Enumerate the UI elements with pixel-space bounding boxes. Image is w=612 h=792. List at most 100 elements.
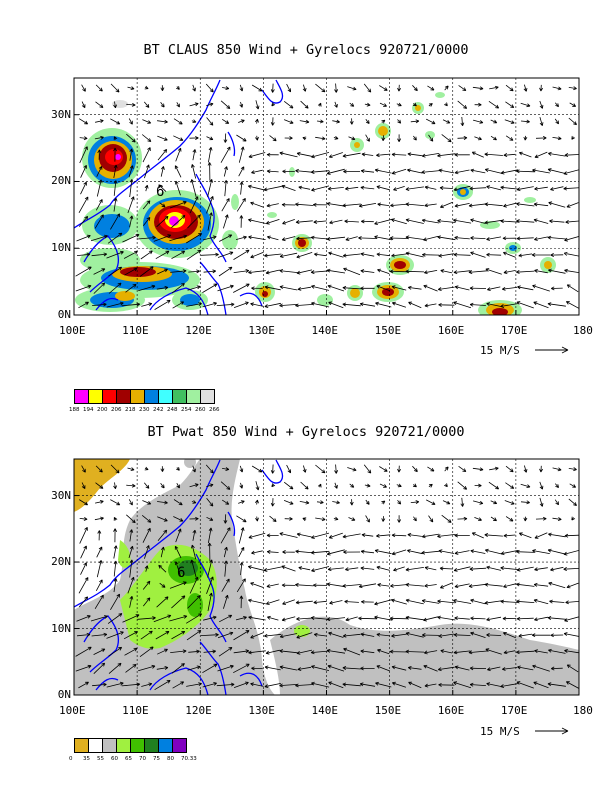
x-tick-label: 120E	[185, 704, 212, 717]
wind-arrow	[374, 235, 393, 241]
wind-arrow	[342, 152, 361, 158]
wind-arrow	[334, 83, 339, 93]
wind-arrow	[247, 565, 266, 572]
colorbar-swatch	[200, 389, 215, 404]
wind-arrow	[342, 302, 361, 307]
wind-arrow	[413, 516, 417, 522]
wind-arrow	[265, 649, 280, 655]
wind-arrow	[317, 102, 322, 107]
wind-arrow	[192, 149, 197, 161]
wind-arrow	[265, 219, 280, 225]
wind-arrow	[516, 549, 535, 554]
wind-arrow	[444, 102, 448, 107]
wind-arrow	[405, 251, 424, 258]
wind-arrow	[437, 153, 456, 158]
wind-arrow	[239, 181, 244, 195]
wind-arrow	[550, 253, 564, 257]
wind-arrow	[171, 283, 185, 294]
wind-arrow	[500, 683, 519, 688]
wind-arrow	[391, 533, 407, 538]
wind-arrow	[156, 596, 169, 608]
wind-arrow	[279, 151, 298, 158]
wind-arrow	[113, 180, 118, 196]
y-tick-label: 0N	[57, 688, 71, 701]
wind-vectors	[75, 83, 579, 310]
wind-arrow	[271, 483, 276, 488]
wind-arrow	[110, 593, 120, 611]
wind-arrow	[238, 146, 245, 163]
wind-arrow	[563, 251, 579, 257]
wind-arrow	[392, 301, 407, 308]
wind-arrow	[342, 253, 361, 258]
wind-arrow	[503, 650, 516, 655]
wind-arrow	[208, 146, 213, 163]
wind-arrow	[203, 615, 217, 621]
wind-arrow	[239, 215, 244, 228]
wind-arrow	[95, 465, 103, 473]
wind-arrow	[389, 616, 409, 621]
wind-arrow	[439, 566, 453, 571]
wind-arrow	[568, 467, 577, 472]
wind-arrow	[503, 632, 516, 639]
wind-arrow	[342, 682, 361, 687]
wind-arrow	[441, 514, 452, 523]
wind-arrow	[539, 481, 544, 490]
wind-arrow	[250, 302, 264, 307]
wind-arrow	[302, 136, 307, 141]
wind-arrow	[142, 119, 152, 124]
wind-arrow	[423, 270, 438, 275]
wind-arrow	[281, 184, 296, 191]
wind-arrow	[391, 152, 407, 157]
wind-arrow	[517, 285, 534, 291]
wind-arrow	[520, 119, 530, 124]
wind-arrow	[547, 168, 566, 174]
wind-arrow	[454, 616, 470, 621]
wind-arrow	[217, 251, 234, 258]
wind-arrow	[139, 266, 154, 277]
wind-arrow	[311, 301, 330, 308]
wind-arrow	[500, 303, 519, 308]
x-tick-label: 140E	[311, 704, 339, 717]
wind-arrow	[233, 283, 250, 293]
wind-arrow	[470, 168, 486, 174]
wind-vectors	[75, 464, 579, 691]
wind-arrow	[233, 269, 250, 273]
wind-arrow	[220, 527, 231, 544]
wind-arrow	[283, 481, 294, 490]
wind-arrow	[569, 102, 577, 107]
wind-arrow	[264, 302, 281, 308]
wind-arrow	[454, 235, 470, 240]
wind-arrow	[501, 667, 518, 671]
x-tick-label: 170E	[500, 324, 528, 337]
wind-arrow	[533, 301, 549, 309]
wind-arrow	[564, 268, 579, 274]
wind-arrow	[298, 185, 311, 190]
wind-arrow	[202, 301, 217, 308]
wind-arrow	[255, 100, 260, 110]
wind-arrow	[81, 84, 86, 92]
wind-arrow	[424, 303, 437, 308]
wind-arrow	[223, 214, 229, 229]
colorbar-label: 260	[195, 407, 206, 413]
wind-arrow	[360, 169, 375, 174]
wind-arrow	[282, 219, 295, 225]
wind-arrow	[534, 567, 548, 572]
wind-arrow	[365, 499, 370, 505]
wind-arrow	[302, 517, 307, 522]
wind-arrow	[188, 269, 200, 274]
wind-arrow	[251, 550, 263, 555]
wind-arrow	[313, 202, 328, 207]
wind-arrow	[363, 464, 372, 474]
wind-arrow	[191, 164, 197, 179]
wind-arrow	[503, 153, 516, 157]
wind-arrow	[141, 134, 152, 142]
wind-arrow	[516, 650, 535, 655]
wind-arrow	[248, 650, 266, 655]
wind-arrow	[359, 682, 376, 687]
wind-arrow	[108, 646, 123, 657]
wind-arrow	[469, 302, 486, 307]
wind-arrow	[126, 483, 136, 488]
wind-arrow	[97, 530, 102, 541]
axis-ticks	[73, 495, 580, 696]
wind-arrow	[295, 202, 314, 207]
